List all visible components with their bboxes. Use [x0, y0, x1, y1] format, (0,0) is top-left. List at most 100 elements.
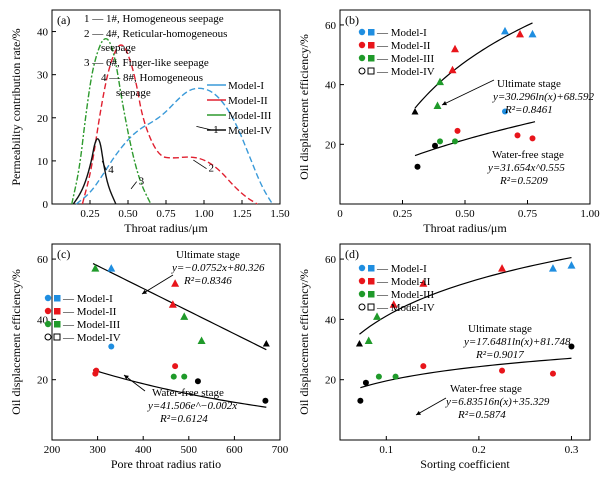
- legend-marker-circle: [358, 290, 366, 298]
- legend-label: Model-II: [228, 95, 268, 107]
- fit-stage-label: Ultimate stage: [497, 78, 561, 90]
- annotation-text: 3 — 6#, Finger-like seepage: [84, 57, 209, 69]
- x-axis-label: Pore throat radius ratio: [111, 457, 221, 471]
- legend-label: — Model-I: [62, 293, 113, 305]
- legend-marker-square: [368, 278, 375, 285]
- legend-label: — Model-I: [376, 27, 427, 39]
- fit-curve-ultimate: [414, 22, 533, 109]
- data-point-model-ii: [93, 367, 100, 374]
- curve-label: 3: [139, 176, 145, 188]
- legend-marker-circle: [358, 41, 366, 49]
- fit-curve-ultimate: [92, 263, 267, 351]
- panel-a: 0.25 0.50 0.75 1.00 1.25 1.50 0 10 20 30 40 Throat …: [9, 9, 290, 235]
- y-tick-label: 60: [325, 20, 337, 32]
- legend-label: — Model-IV: [62, 332, 121, 344]
- data-point-model-ii: [172, 363, 179, 370]
- annotation-text: 4 — 8#, Homogeneous: [101, 72, 203, 84]
- annotation-arrow-head: [442, 101, 447, 106]
- x-tick-label: 0.2: [472, 444, 486, 456]
- annotation-text: 1 — 1#, Homogeneous seepage: [84, 13, 224, 25]
- data-point-model-ii: [499, 367, 506, 374]
- fit-curve-ultimate: [359, 256, 572, 335]
- series-line-model-iii: [71, 37, 152, 205]
- legend-label: — Model-I: [376, 263, 427, 275]
- data-point-model-iv: [568, 343, 575, 350]
- data-point-model-i: [548, 264, 557, 272]
- legend-marker-circle: [358, 264, 366, 272]
- fit-stage-label: Water-free stage: [450, 383, 522, 395]
- y-tick-label: 40: [325, 314, 337, 326]
- series-line-model-ii: [81, 44, 258, 205]
- legend-label: — Model-III: [62, 319, 120, 331]
- legend-label: Model-III: [228, 110, 272, 122]
- y-tick-label: 40: [37, 314, 49, 326]
- x-tick-label: 0.50: [118, 208, 138, 220]
- fit-equation: y=6.83516n(x)+35.329: [445, 396, 550, 408]
- y-tick-label: 0: [43, 199, 49, 211]
- annotation-arrow-line: [415, 397, 447, 416]
- panel-label: (d): [345, 247, 359, 261]
- y-tick-label: 60: [325, 254, 337, 266]
- data-point-model-ii: [171, 279, 180, 287]
- data-point-model-ii: [451, 44, 459, 53]
- fit-stage-label: Ultimate stage: [468, 323, 532, 335]
- plot-frame: [51, 243, 281, 441]
- annotation-arrow-head: [416, 410, 421, 415]
- annotation-arrow-line: [141, 274, 174, 295]
- data-point-model-ii: [420, 363, 427, 370]
- data-point-model-i: [567, 261, 576, 269]
- data-point-model-i: [501, 26, 509, 35]
- x-axis-label: Throat radius/μm: [423, 221, 507, 235]
- legend-marker-square: [368, 291, 375, 298]
- x-tick-label: 1.00: [194, 208, 214, 220]
- x-tick-label: 500: [181, 444, 198, 456]
- x-tick-label: 400: [135, 444, 152, 456]
- data-point-model-ii: [454, 127, 461, 134]
- panel-label: (b): [345, 13, 359, 27]
- legend-label: Model-I: [228, 80, 264, 92]
- curve-label-leader: [101, 160, 107, 171]
- legend-label: — Model-III: [376, 289, 434, 301]
- data-point-model-ii: [514, 132, 521, 139]
- fit-equation: y=17.6481ln(x)+81.748: [463, 336, 571, 348]
- data-point-model-iii: [364, 336, 373, 344]
- fit-r-squared: R²=0.8461: [504, 104, 553, 116]
- legend-marker-square: [54, 295, 61, 302]
- data-point-model-iv: [262, 340, 270, 347]
- series-line-model-i: [75, 87, 273, 205]
- panel-c: 200 300 400 500 600 700 20 40 60 Pore throat radi…: [9, 243, 289, 471]
- data-point-model-iii: [181, 373, 188, 380]
- panel-b: 0 0.25 0.50 0.75 1.00 20 40 60 Throat radius/μm O…: [297, 9, 600, 235]
- panel-d: 0.1 0.2 0.3 20 40 60 Sorting coefficient Oil di…: [297, 243, 591, 471]
- data-point-model-iv: [432, 142, 438, 149]
- legend-marker-square: [54, 308, 61, 315]
- legend-marker-circle: [358, 303, 366, 311]
- legend-label: — Model-IV: [376, 302, 435, 314]
- x-tick-label: 600: [226, 444, 243, 456]
- legend-marker-square: [368, 265, 375, 272]
- fit-curve-water-free: [92, 369, 267, 408]
- x-tick-label: 0.50: [455, 208, 475, 220]
- legend-marker-circle: [44, 333, 52, 341]
- annotation-text: seepage: [101, 42, 136, 54]
- annotation-arrow-head: [142, 289, 147, 294]
- y-tick-label: 20: [37, 375, 49, 387]
- data-point-model-iv: [362, 379, 369, 386]
- data-point-model-iv: [355, 340, 363, 347]
- x-tick-label: 1.00: [580, 208, 600, 220]
- data-point-model-i: [502, 108, 508, 115]
- y-axis-label: Oil displacement efficiency/%: [297, 34, 311, 180]
- x-tick-label: 0.75: [156, 208, 176, 220]
- x-axis-label: Sorting coefficient: [420, 457, 510, 471]
- curve-label-leader: [193, 159, 207, 170]
- legend-marker-square: [368, 42, 375, 49]
- panel-label: (a): [57, 13, 70, 27]
- data-point-model-ii: [448, 65, 457, 74]
- y-axis-label: Permeability contribution rate/%: [9, 28, 23, 185]
- fit-stage-label: Ultimate stage: [176, 249, 240, 261]
- data-point-model-ii: [168, 300, 177, 308]
- legend-marker-circle: [358, 28, 366, 36]
- y-tick-label: 20: [325, 375, 337, 387]
- data-point-model-ii: [498, 264, 507, 272]
